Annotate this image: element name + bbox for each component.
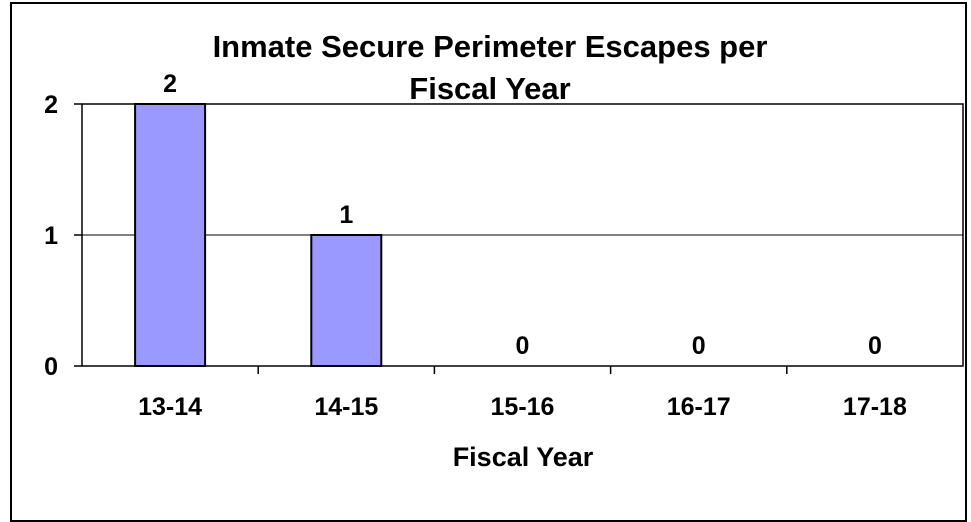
- bar-chart: 0 1 2 13-14 14-15 15-16 16-17 17-18 2 1 0 0 0 Inmat…: [44, 29, 964, 472]
- y-tick-label: 1: [44, 222, 58, 250]
- data-label-15-16: 0: [516, 332, 530, 360]
- data-label-14-15: 1: [339, 201, 353, 229]
- data-label-17-18: 0: [868, 332, 882, 360]
- data-labels: 2 1 0 0 0: [163, 70, 882, 360]
- chart-title-line-2: Fiscal Year: [409, 71, 570, 106]
- bar-14-15: [310, 234, 383, 367]
- chart-title-line-1: Inmate Secure Perimeter Escapes per: [213, 29, 768, 64]
- data-label-13-14: 2: [163, 70, 177, 98]
- bar-13-14: [134, 103, 207, 367]
- y-tick-label: 2: [44, 91, 58, 119]
- y-tick-label: 0: [44, 353, 58, 381]
- axes: 0 1 2 13-14 14-15 15-16 16-17 17-18: [44, 91, 907, 421]
- bars: [134, 103, 383, 367]
- x-axis-title: Fiscal Year: [453, 442, 594, 472]
- x-tick-label-13-14: 13-14: [138, 393, 202, 421]
- x-tick-label-16-17: 16-17: [667, 393, 731, 421]
- x-tick-label-15-16: 15-16: [491, 393, 555, 421]
- x-tick-label-17-18: 17-18: [843, 393, 907, 421]
- data-label-16-17: 0: [692, 332, 706, 360]
- x-tick-label-14-15: 14-15: [314, 393, 378, 421]
